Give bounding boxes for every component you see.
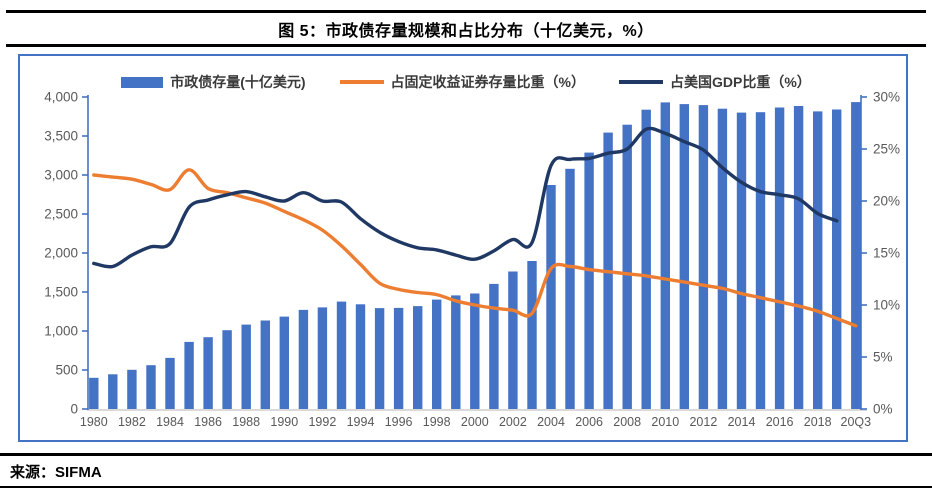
- source-line: 来源：SIFMA: [10, 464, 102, 481]
- chart-legend: 市政债存量(十亿美元) 占固定收益证券存量比重（%） 占美国GDP比重（%）: [20, 72, 912, 92]
- bottom-divider: [0, 486, 932, 488]
- legend-item-fixed-income-share: 占固定收益证券存量比重（%）: [339, 72, 585, 92]
- legend-item-muni-outstanding: 市政债存量(十亿美元): [121, 72, 306, 92]
- navy-line-swatch: [618, 80, 663, 84]
- page-title: 图 5：市政债存量规模和占比分布（十亿美元，%）: [278, 23, 654, 40]
- orange-line-swatch: [339, 80, 384, 84]
- legend-item-gdp-share: 占美国GDP比重（%）: [618, 72, 811, 92]
- bar-series-swatch: [121, 76, 164, 88]
- source-divider: [0, 453, 932, 456]
- legend-label: 占固定收益证券存量比重（%）: [390, 74, 585, 90]
- legend-label: 市政债存量(十亿美元): [170, 74, 306, 90]
- top-divider: [6, 10, 926, 13]
- title-divider: [6, 44, 926, 47]
- legend-label: 占美国GDP比重（%）: [669, 74, 811, 90]
- chart-frame: [18, 54, 908, 442]
